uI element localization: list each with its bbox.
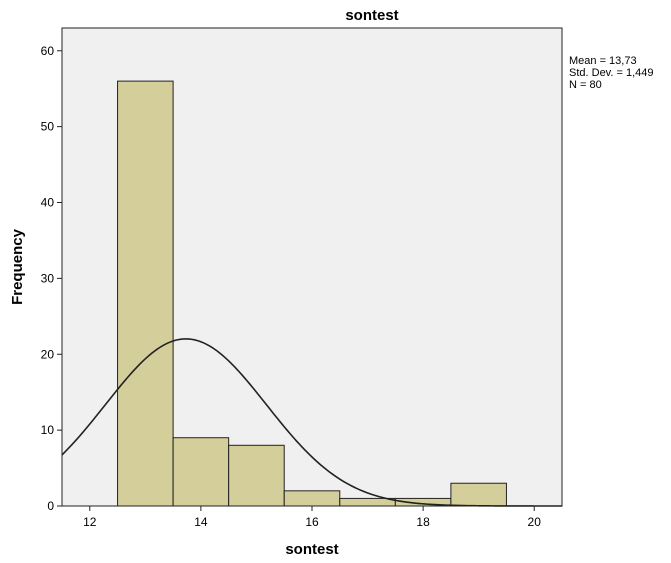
stats-n: N = 80 <box>569 79 602 91</box>
histogram-bar-2 <box>228 444 285 507</box>
y-tick-label-1: 10 <box>41 423 55 437</box>
y-tick-label-6: 60 <box>41 44 55 58</box>
x-tick-label-2: 16 <box>305 515 319 529</box>
y-tick-label-5: 50 <box>41 120 55 134</box>
y-tick-label-0: 0 <box>47 499 54 513</box>
histogram-bar-1 <box>172 437 230 507</box>
histogram-bar-0 <box>117 80 174 507</box>
y-axis-label: Frequency <box>9 228 26 305</box>
y-tick-label-2: 20 <box>41 347 55 361</box>
histogram-bar-3 <box>283 490 341 507</box>
y-axis: 0 10 20 30 40 50 60 <box>41 44 62 513</box>
histogram-bar-6 <box>450 482 507 507</box>
x-tick-label-1: 14 <box>194 515 208 529</box>
histogram-bar-4 <box>339 497 396 507</box>
y-tick-label-4: 40 <box>41 196 55 210</box>
x-tick-label-3: 18 <box>416 515 430 529</box>
histogram-bars <box>117 80 507 507</box>
stats-std-dev: Std. Dev. = 1,449 <box>569 67 654 79</box>
x-axis-label: sontest <box>285 541 338 558</box>
x-tick-label-4: 20 <box>528 515 542 529</box>
y-tick-label-3: 30 <box>41 271 55 285</box>
chart-title: sontest <box>345 7 398 24</box>
stats-box: Mean = 13,73 Std. Dev. = 1,449 N = 80 <box>569 55 654 91</box>
x-axis: 12 14 16 18 20 <box>83 506 541 529</box>
stats-mean: Mean = 13,73 <box>569 55 637 67</box>
x-tick-label-0: 12 <box>83 515 97 529</box>
